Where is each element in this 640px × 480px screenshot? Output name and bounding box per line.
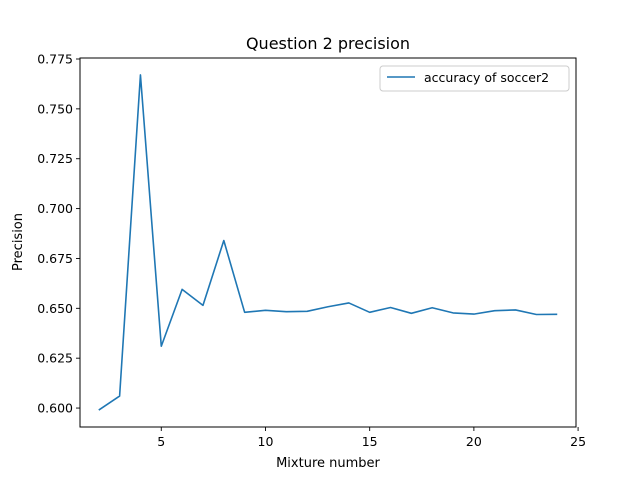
y-tick-label: 0.625	[37, 351, 73, 366]
legend-label: accuracy of soccer2	[424, 70, 549, 85]
y-axis-label: Precision	[11, 213, 26, 271]
y-axis: 0.600 0.625 0.650 0.675 0.700 0.725 0.750 0.775	[37, 51, 80, 416]
x-axis-label: Mixture number	[276, 456, 380, 471]
y-tick-label: 0.775	[37, 51, 73, 66]
x-tick-label: 20	[466, 434, 482, 449]
plot-frame	[79, 57, 577, 428]
x-tick-label: 10	[258, 434, 274, 449]
x-tick-label: 15	[362, 434, 378, 449]
y-tick-label: 0.650	[37, 301, 73, 316]
y-tick-label: 0.600	[37, 401, 73, 416]
legend-box	[379, 65, 570, 92]
series-line	[98, 74, 558, 411]
chart-title: Question 2 precision	[246, 34, 410, 53]
x-tick-label: 25	[570, 434, 586, 449]
legend: accuracy of soccer2	[379, 65, 570, 92]
x-axis: 5 10 15 20 25	[157, 427, 586, 449]
y-tick-label: 0.700	[37, 201, 73, 216]
y-tick-label: 0.725	[37, 151, 73, 166]
y-tick-label: 0.675	[37, 251, 73, 266]
x-tick-label: 5	[157, 434, 165, 449]
y-tick-label: 0.750	[37, 101, 73, 116]
plot-area	[79, 57, 577, 428]
series-layer	[98, 74, 558, 411]
